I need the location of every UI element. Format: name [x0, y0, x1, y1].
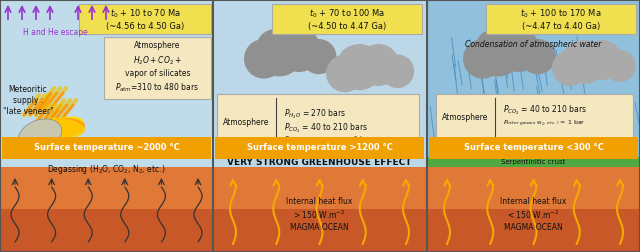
Bar — [213, 209, 426, 251]
Bar — [427, 145, 640, 157]
Circle shape — [337, 44, 383, 90]
Circle shape — [520, 39, 556, 74]
Ellipse shape — [19, 119, 61, 151]
Circle shape — [552, 50, 588, 86]
Text: Meteoritic
supply :
"late veneer": Meteoritic supply : "late veneer" — [3, 85, 53, 116]
Text: Atmosphere
$H_2O + CO_2 +$
vapor of silicates
$P_{atm}$=310 to 480 bars: Atmosphere $H_2O + CO_2 +$ vapor of sili… — [115, 42, 200, 94]
Ellipse shape — [35, 118, 85, 138]
Circle shape — [326, 54, 364, 92]
Circle shape — [244, 39, 284, 79]
Ellipse shape — [35, 118, 85, 138]
Ellipse shape — [36, 116, 84, 140]
Circle shape — [562, 40, 606, 84]
Circle shape — [255, 28, 303, 76]
Text: Surface temperature <300 °C: Surface temperature <300 °C — [463, 143, 604, 152]
Bar — [213, 167, 426, 252]
Text: $P_{CO_2}$ = 40 to 210 bars: $P_{CO_2}$ = 40 to 210 bars — [284, 121, 368, 135]
Bar — [427, 0, 640, 167]
Bar — [427, 157, 640, 167]
Circle shape — [257, 30, 288, 61]
Circle shape — [474, 28, 522, 76]
Text: $P_{CO_2}$ = 40 to 210 bars: $P_{CO_2}$ = 40 to 210 bars — [503, 103, 587, 116]
Text: Serpentinitic crust: Serpentinitic crust — [501, 159, 566, 165]
Text: Surface temperature >1200 °C: Surface temperature >1200 °C — [246, 143, 392, 152]
Text: VERY STRONG GREENHOUSE EFFECT: VERY STRONG GREENHOUSE EFFECT — [227, 158, 412, 167]
Bar — [0, 0, 213, 167]
Text: $P_{other\ gasses\ (N_2,\ etc.)}$ = ~1 bar: $P_{other\ gasses\ (N_2,\ etc.)}$ = ~1 b… — [284, 135, 372, 145]
FancyBboxPatch shape — [217, 94, 419, 151]
Text: Internal heat flux
> 150 W.m$^{-2}$
MAGMA OCEAN: Internal heat flux > 150 W.m$^{-2}$ MAGM… — [286, 197, 353, 232]
Bar — [0, 209, 213, 251]
Circle shape — [381, 54, 414, 88]
Bar — [2, 137, 211, 159]
Circle shape — [582, 40, 622, 80]
Text: $t_0$ + 100 to 170 Ma
(~4.47 to 4.40 Ga): $t_0$ + 100 to 170 Ma (~4.47 to 4.40 Ga) — [520, 7, 602, 31]
FancyBboxPatch shape — [436, 94, 633, 141]
Bar — [427, 209, 640, 251]
Text: Atmosphere: Atmosphere — [223, 118, 269, 127]
Circle shape — [564, 42, 592, 70]
Text: Surface temperature ~2000 °C: Surface temperature ~2000 °C — [34, 143, 179, 152]
Circle shape — [604, 50, 636, 82]
Circle shape — [301, 39, 337, 74]
Text: $t_0$ + 70 to 100 Ma
(~4.50 to 4.47 Ga): $t_0$ + 70 to 100 Ma (~4.50 to 4.47 Ga) — [308, 7, 386, 31]
Bar — [215, 137, 424, 159]
FancyBboxPatch shape — [104, 37, 211, 99]
Text: Internal heat flux
< 150 W.m$^{-2}$
MAGMA OCEAN: Internal heat flux < 150 W.m$^{-2}$ MAGM… — [500, 197, 566, 232]
Circle shape — [476, 30, 507, 61]
Text: Atmosphere: Atmosphere — [442, 113, 488, 122]
Circle shape — [496, 28, 540, 72]
Circle shape — [277, 28, 321, 72]
Text: $t_0$ + 10 to 70 Ma
(~4.56 to 4.50 Ga): $t_0$ + 10 to 70 Ma (~4.56 to 4.50 Ga) — [106, 7, 184, 31]
Bar — [213, 0, 426, 167]
Text: Degassing (H$_2$O, CO$_2$, N$_2$, etc.): Degassing (H$_2$O, CO$_2$, N$_2$, etc.) — [47, 163, 166, 176]
Bar — [429, 137, 638, 159]
Text: $P_{H_2O}$ = 270 bars: $P_{H_2O}$ = 270 bars — [284, 107, 346, 120]
FancyBboxPatch shape — [486, 4, 636, 34]
FancyBboxPatch shape — [272, 4, 422, 34]
Text: Condensation of atmospheric water: Condensation of atmospheric water — [465, 40, 602, 49]
Bar — [0, 167, 213, 252]
FancyBboxPatch shape — [79, 4, 211, 34]
Text: $P_{other\ gasses\ (N_2,\ etc.)}$ = 1 bar: $P_{other\ gasses\ (N_2,\ etc.)}$ = 1 ba… — [503, 119, 586, 129]
Circle shape — [339, 46, 368, 76]
Circle shape — [463, 39, 502, 79]
Circle shape — [358, 44, 399, 86]
Text: Ocean: Ocean — [614, 148, 636, 154]
Bar — [427, 167, 640, 252]
Text: H and He escape: H and He escape — [22, 28, 88, 37]
